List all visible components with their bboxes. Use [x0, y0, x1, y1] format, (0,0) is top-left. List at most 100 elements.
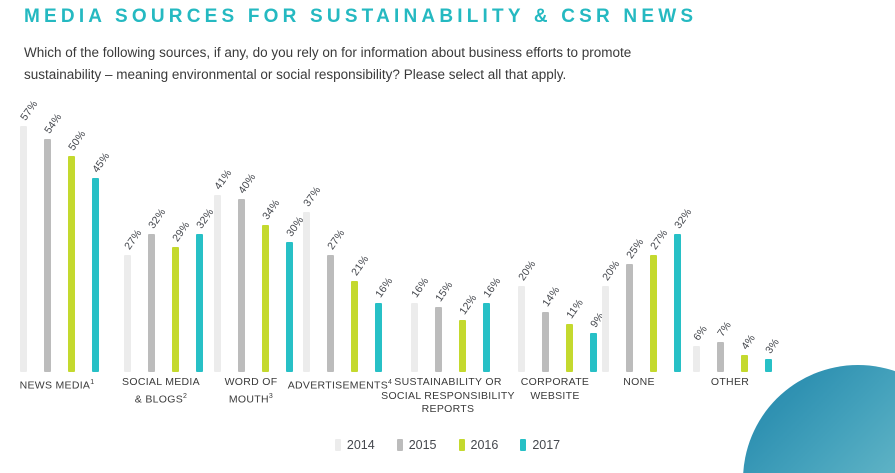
bar-item[interactable]: 30%	[284, 112, 306, 372]
bar-value-label: 16%	[409, 275, 432, 300]
legend-swatch	[334, 439, 341, 451]
bar-2017	[483, 302, 490, 372]
category-label-line: & BLOGS2	[134, 392, 188, 406]
bar-2014	[602, 285, 609, 372]
bar-2014	[124, 255, 131, 372]
bar-item[interactable]: 27%	[325, 112, 347, 372]
bar-item[interactable]: 32%	[146, 112, 168, 372]
bar-value-label: 54%	[42, 111, 65, 136]
footnote-marker: 4	[388, 379, 393, 386]
footnote-marker: 1	[90, 379, 95, 386]
bar-item[interactable]: 20%	[516, 112, 538, 372]
bar-value-label: 15%	[433, 279, 456, 305]
legend-item-2014[interactable]: 2014	[334, 438, 375, 452]
bar-item[interactable]: 25%	[624, 112, 646, 372]
legend-item-2015[interactable]: 2015	[396, 438, 437, 452]
category-label: ADVERTISEMENTS4	[265, 376, 415, 393]
category-label-line: ADVERTISEMENTS4	[287, 379, 393, 392]
bar-2015	[148, 233, 155, 372]
category-axis-labels: NEWS MEDIA1 SOCIAL MEDIA & BLOGS2 WORD OF MO…	[0, 376, 895, 428]
legend-item-2016[interactable]: 2016	[458, 438, 498, 452]
bar-2017	[674, 233, 681, 372]
bar-group-bars: 20% 25% 27% 32%	[600, 112, 694, 372]
bar-value-label: 16%	[481, 275, 504, 300]
legend-label: 2017	[532, 438, 561, 452]
bar-2017	[196, 233, 203, 372]
footnote-marker: 2	[183, 392, 188, 400]
bar-item[interactable]: 54%	[42, 111, 64, 372]
bar-2017	[765, 359, 772, 372]
bar-value-label: 3%	[763, 336, 782, 357]
legend-swatch	[520, 439, 527, 451]
legend-item-2017[interactable]: 2017	[520, 438, 560, 452]
category-label-line: SOCIAL RESPONSIBILITY	[381, 389, 515, 402]
bar-item[interactable]: 6%	[691, 112, 710, 372]
bar-value-label: 40%	[236, 171, 259, 197]
bar-value-label: 29%	[170, 219, 193, 244]
category-label-line: NEWS MEDIA1	[19, 379, 95, 392]
bar-value-label: 27%	[648, 227, 671, 253]
bar-item[interactable]: 41%	[212, 112, 234, 372]
bar-item[interactable]: 37%	[301, 112, 323, 372]
bar-item[interactable]: 20%	[600, 112, 622, 372]
bar-value-label: 14%	[540, 283, 563, 309]
bar-item[interactable]: 21%	[349, 112, 371, 372]
bar-item[interactable]: 9%	[588, 112, 607, 372]
category-label: NEWS MEDIA1	[0, 376, 122, 393]
category-label-line: WORD OF	[224, 376, 278, 388]
category-label-line: SOCIAL MEDIA	[122, 376, 200, 388]
bar-group-bars: 27% 32% 29% 32%	[122, 112, 216, 372]
bar-item[interactable]: 16%	[373, 112, 395, 372]
bar-value-label: 27%	[122, 227, 145, 253]
bar-2016	[172, 246, 179, 372]
category-label: SOCIAL MEDIA & BLOGS2	[91, 376, 231, 407]
bar-value-label: 37%	[301, 184, 324, 210]
bar-2015	[542, 311, 549, 372]
bar-value-label: 4%	[739, 332, 758, 352]
bar-value-label: 12%	[457, 292, 480, 318]
bar-group-bars: 37% 27% 21% 16%	[301, 112, 395, 372]
bar-2017	[286, 242, 293, 372]
category-label-line: NONE	[623, 376, 655, 388]
legend-label: 2014	[346, 438, 375, 452]
bar-item[interactable]: 34%	[260, 112, 282, 372]
bar-item[interactable]: 57%	[18, 98, 40, 372]
bar-item[interactable]: 40%	[236, 112, 258, 372]
bar-item[interactable]: 7%	[715, 112, 734, 372]
bar-value-label: 20%	[516, 258, 539, 283]
bar-item[interactable]: 14%	[540, 112, 562, 372]
category-label: OTHER	[670, 376, 790, 390]
bar-2015	[717, 341, 724, 372]
legend-swatch	[396, 439, 403, 451]
bar-2014	[411, 302, 418, 372]
bar-2015	[44, 138, 51, 372]
bar-item[interactable]: 3%	[763, 112, 782, 372]
bar-item[interactable]: 11%	[564, 112, 586, 372]
bar-item[interactable]: 45%	[90, 112, 112, 372]
bar-item[interactable]: 15%	[433, 112, 455, 372]
bar-2015	[626, 264, 633, 372]
bar-item[interactable]: 29%	[170, 112, 192, 372]
bar-item[interactable]: 16%	[481, 112, 503, 372]
bar-item[interactable]: 50%	[66, 112, 88, 372]
category-label-line: REPORTS	[421, 403, 475, 415]
bar-item[interactable]: 12%	[457, 112, 479, 372]
bar-value-label: 20%	[600, 258, 623, 283]
bar-item[interactable]: 32%	[194, 112, 216, 372]
bar-item[interactable]: 27%	[648, 112, 670, 372]
legend-swatch	[458, 439, 465, 451]
bar-chart: 57% 54% 50% 45% 27% 32% 29% 32% 41% 40% 34% 30% 37% 2…	[0, 98, 895, 372]
bar-2016	[741, 354, 748, 372]
footnote-marker: 3	[268, 392, 274, 400]
bar-value-label: 32%	[672, 206, 695, 231]
bar-2017	[375, 302, 382, 372]
bar-value-label: 7%	[715, 319, 734, 339]
bar-group-bars: 6% 7% 4% 3%	[691, 112, 782, 372]
bar-value-label: 41%	[212, 167, 235, 192]
bar-item[interactable]: 32%	[672, 112, 694, 372]
bar-value-label: 11%	[564, 297, 586, 322]
bar-item[interactable]: 27%	[122, 112, 144, 372]
bar-item[interactable]: 16%	[409, 112, 431, 372]
bar-group-bars: 16% 15% 12% 16%	[409, 112, 503, 372]
bar-item[interactable]: 4%	[739, 112, 758, 372]
